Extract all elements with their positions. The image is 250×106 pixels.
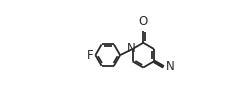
Text: O: O (138, 15, 147, 28)
Text: N: N (166, 60, 174, 73)
Text: N: N (127, 43, 136, 55)
Text: F: F (86, 49, 93, 62)
